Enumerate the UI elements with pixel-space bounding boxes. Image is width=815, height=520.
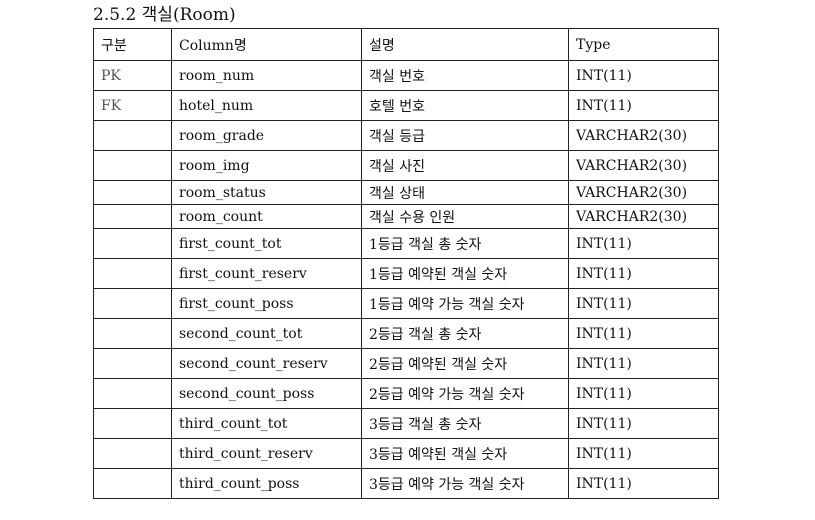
table-row: third_count_tot 3등급 객실 총 숫자 INT(11) bbox=[93, 408, 719, 439]
description-cell: 호텔 번호 bbox=[361, 90, 569, 121]
column-cell: hotel_num bbox=[171, 90, 362, 121]
type-cell: INT(11) bbox=[568, 468, 719, 499]
header-type: Type bbox=[568, 28, 719, 61]
type-cell: INT(11) bbox=[568, 348, 719, 379]
column-cell: third_count_poss bbox=[171, 468, 362, 499]
room-schema-table: 구분 Column명 설명 Type PK room_num 객실 번호 INT… bbox=[93, 28, 719, 499]
column-cell: second_count_tot bbox=[171, 318, 362, 349]
description-cell: 1등급 예약된 객실 숫자 bbox=[361, 258, 569, 289]
column-cell: third_count_reserv bbox=[171, 438, 362, 469]
type-cell: INT(11) bbox=[568, 258, 719, 289]
description-cell: 객실 상태 bbox=[361, 180, 569, 205]
description-cell: 객실 등급 bbox=[361, 120, 569, 151]
type-cell: VARCHAR2(30) bbox=[568, 204, 719, 229]
key-cell bbox=[93, 408, 172, 439]
column-cell: third_count_tot bbox=[171, 408, 362, 439]
description-cell: 3등급 예약 가능 객실 숫자 bbox=[361, 468, 569, 499]
key-cell bbox=[93, 468, 172, 499]
type-cell: INT(11) bbox=[568, 60, 719, 91]
key-cell: PK bbox=[93, 60, 172, 91]
table-row: third_count_reserv 3등급 예약된 객실 숫자 INT(11) bbox=[93, 438, 719, 469]
table-row: second_count_tot 2등급 객실 총 숫자 INT(11) bbox=[93, 318, 719, 349]
type-cell: INT(11) bbox=[568, 318, 719, 349]
type-cell: INT(11) bbox=[568, 288, 719, 319]
type-cell: VARCHAR2(30) bbox=[568, 180, 719, 205]
description-cell: 1등급 예약 가능 객실 숫자 bbox=[361, 288, 569, 319]
key-cell bbox=[93, 258, 172, 289]
table-row: room_grade 객실 등급 VARCHAR2(30) bbox=[93, 120, 719, 151]
column-cell: room_grade bbox=[171, 120, 362, 151]
header-key: 구분 bbox=[93, 28, 172, 61]
description-cell: 객실 번호 bbox=[361, 60, 569, 91]
type-cell: VARCHAR2(30) bbox=[568, 120, 719, 151]
column-cell: room_img bbox=[171, 150, 362, 181]
header-column: Column명 bbox=[171, 28, 362, 61]
column-cell: room_count bbox=[171, 204, 362, 229]
key-cell bbox=[93, 288, 172, 319]
type-cell: INT(11) bbox=[568, 228, 719, 259]
key-cell bbox=[93, 150, 172, 181]
column-cell: room_num bbox=[171, 60, 362, 91]
description-cell: 3등급 객실 총 숫자 bbox=[361, 408, 569, 439]
table-row: PK room_num 객실 번호 INT(11) bbox=[93, 60, 719, 91]
table-row: room_status 객실 상태 VARCHAR2(30) bbox=[93, 180, 719, 205]
column-cell: second_count_poss bbox=[171, 378, 362, 409]
key-cell bbox=[93, 180, 172, 205]
table-row: second_count_poss 2등급 예약 가능 객실 숫자 INT(11… bbox=[93, 378, 719, 409]
description-cell: 2등급 객실 총 숫자 bbox=[361, 318, 569, 349]
table-row: third_count_poss 3등급 예약 가능 객실 숫자 INT(11) bbox=[93, 468, 719, 499]
column-cell: first_count_reserv bbox=[171, 258, 362, 289]
type-cell: INT(11) bbox=[568, 408, 719, 439]
description-cell: 객실 사진 bbox=[361, 150, 569, 181]
column-cell: room_status bbox=[171, 180, 362, 205]
table-header-row: 구분 Column명 설명 Type bbox=[93, 28, 719, 61]
key-cell bbox=[93, 120, 172, 151]
key-cell bbox=[93, 348, 172, 379]
table-row: first_count_tot 1등급 객실 총 숫자 INT(11) bbox=[93, 228, 719, 259]
description-cell: 1등급 객실 총 숫자 bbox=[361, 228, 569, 259]
table-row: room_img 객실 사진 VARCHAR2(30) bbox=[93, 150, 719, 181]
key-cell: FK bbox=[93, 90, 172, 121]
type-cell: INT(11) bbox=[568, 90, 719, 121]
type-cell: INT(11) bbox=[568, 378, 719, 409]
column-cell: second_count_reserv bbox=[171, 348, 362, 379]
description-cell: 2등급 예약된 객실 숫자 bbox=[361, 348, 569, 379]
table-row: first_count_reserv 1등급 예약된 객실 숫자 INT(11) bbox=[93, 258, 719, 289]
description-cell: 2등급 예약 가능 객실 숫자 bbox=[361, 378, 569, 409]
type-cell: INT(11) bbox=[568, 438, 719, 469]
description-cell: 3등급 예약된 객실 숫자 bbox=[361, 438, 569, 469]
table-row: FK hotel_num 호텔 번호 INT(11) bbox=[93, 90, 719, 121]
key-cell bbox=[93, 438, 172, 469]
table-row: first_count_poss 1등급 예약 가능 객실 숫자 INT(11) bbox=[93, 288, 719, 319]
type-cell: VARCHAR2(30) bbox=[568, 150, 719, 181]
table-row: second_count_reserv 2등급 예약된 객실 숫자 INT(11… bbox=[93, 348, 719, 379]
key-cell bbox=[93, 228, 172, 259]
description-cell: 객실 수용 인원 bbox=[361, 204, 569, 229]
section-title: 2.5.2 객실(Room) bbox=[93, 5, 236, 25]
key-cell bbox=[93, 204, 172, 229]
header-description: 설명 bbox=[361, 28, 569, 61]
column-cell: first_count_tot bbox=[171, 228, 362, 259]
column-cell: first_count_poss bbox=[171, 288, 362, 319]
key-cell bbox=[93, 318, 172, 349]
table-row: room_count 객실 수용 인원 VARCHAR2(30) bbox=[93, 204, 719, 229]
key-cell bbox=[93, 378, 172, 409]
